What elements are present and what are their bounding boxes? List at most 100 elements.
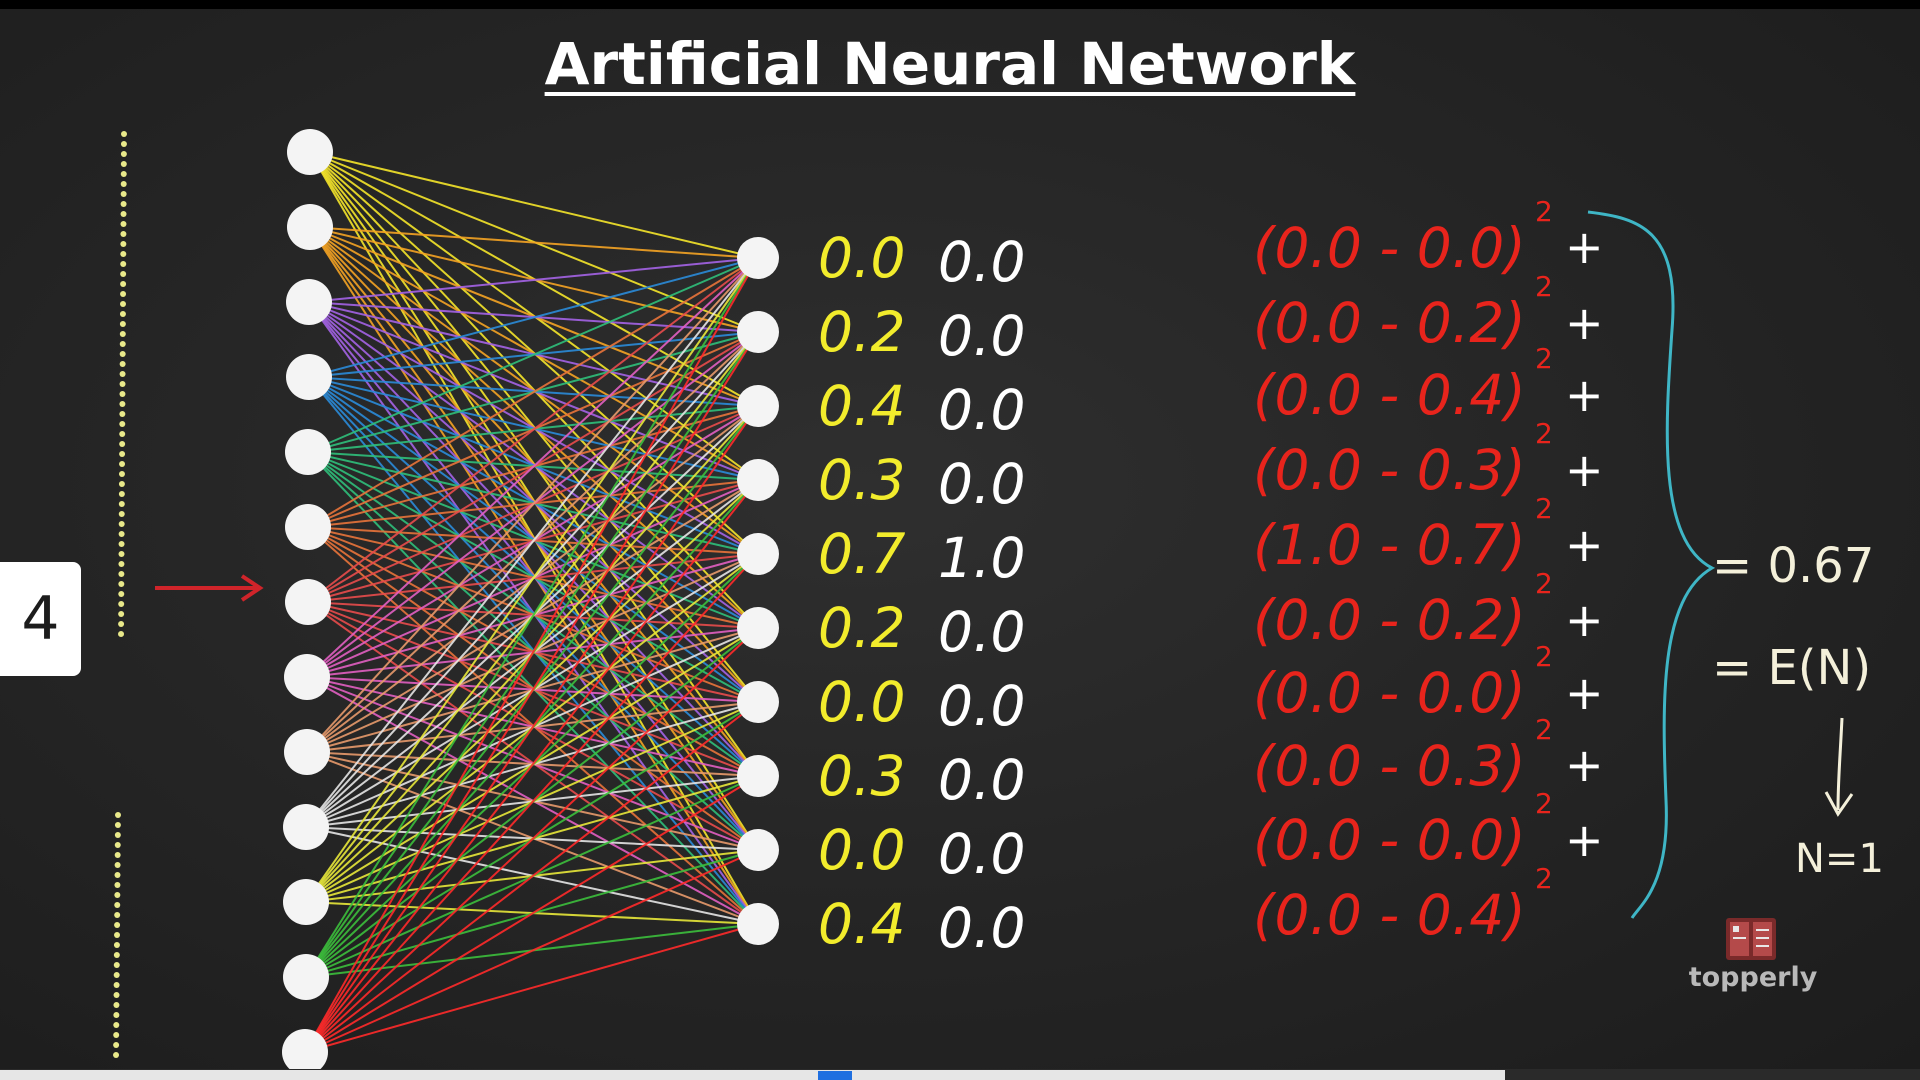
indicator-dot: [119, 461, 126, 467]
indicator-dot: [120, 171, 127, 177]
indicator-dot: [119, 381, 126, 387]
target-value: 1.0: [938, 526, 1026, 590]
target-value: 0.0: [938, 674, 1026, 738]
connection-line: [305, 257, 759, 978]
output-node: [737, 681, 779, 723]
indicator-dot: [119, 401, 126, 407]
indicator-dot: [120, 161, 127, 167]
dotted-indicator-column: [113, 131, 127, 1058]
output-node: [737, 829, 779, 871]
predicted-value: 0.0: [818, 670, 906, 734]
connection-line: [304, 775, 759, 1053]
indicator-dot: [114, 912, 121, 918]
connection-line: [307, 257, 759, 453]
indicator-dot: [119, 411, 126, 417]
predicted-value: 0.4: [818, 374, 906, 438]
indicator-dot: [118, 481, 125, 487]
indicator-dot: [114, 922, 121, 928]
indicator-dot: [120, 181, 127, 187]
exponent: 2: [1535, 270, 1553, 303]
output-node: [737, 237, 779, 279]
sample-index-badge: 4: [0, 562, 81, 676]
input-node: [283, 954, 329, 1000]
output-node: [737, 459, 779, 501]
indicator-dot: [113, 1032, 120, 1038]
connection-line: [304, 923, 759, 1053]
exponent: 2: [1535, 713, 1553, 746]
connection-line: [307, 257, 759, 528]
indicator-dot: [113, 992, 120, 998]
plus-sign: +: [1565, 738, 1604, 792]
indicator-dot: [119, 341, 126, 347]
indicator-dot: [118, 491, 125, 497]
plus-sign: +: [1565, 368, 1604, 422]
connection-line: [307, 257, 759, 603]
indicator-dot: [113, 942, 120, 948]
plus-sign: +: [1565, 593, 1604, 647]
input-node: [283, 804, 329, 850]
indicator-dot: [119, 451, 126, 457]
indicator-dot: [113, 952, 120, 958]
input-node: [287, 129, 333, 175]
indicator-dot: [119, 441, 126, 447]
connection-line: [304, 405, 759, 1053]
timeline-playhead[interactable]: [818, 1071, 852, 1080]
indicator-dot: [119, 351, 126, 357]
indicator-dot: [120, 241, 127, 247]
connection-line: [309, 151, 759, 259]
indicator-dot: [118, 531, 125, 537]
indicator-dot: [120, 141, 127, 147]
predicted-value: 0.4: [818, 892, 906, 956]
indicator-dot: [119, 421, 126, 427]
indicator-dot: [120, 251, 127, 257]
output-node: [737, 607, 779, 649]
predicted-value: 0.0: [818, 226, 906, 290]
indicator-dot: [119, 391, 126, 397]
indicator-dot: [118, 561, 125, 567]
input-node: [286, 279, 332, 325]
timeline-track[interactable]: [0, 1070, 1505, 1080]
exponent: 2: [1535, 342, 1553, 375]
exponent: 2: [1535, 417, 1553, 450]
output-layer: [737, 237, 779, 945]
indicator-dot: [118, 471, 125, 477]
connection-line: [308, 257, 759, 303]
predicted-value: 0.2: [818, 596, 906, 660]
squared-error-term: (1.0 - 0.7): [1253, 513, 1526, 577]
input-node: [285, 429, 331, 475]
connection-line: [305, 257, 759, 828]
connection-line: [308, 257, 759, 378]
predicted-value: 0.0: [818, 818, 906, 882]
squared-error-term: (0.0 - 0.0): [1253, 661, 1526, 725]
input-node: [285, 579, 331, 625]
top-bar: [0, 0, 1920, 9]
indicator-dot: [119, 371, 126, 377]
indicator-dot: [114, 852, 121, 858]
input-node: [284, 729, 330, 775]
indicator-dot: [113, 1052, 120, 1058]
target-value: 0.0: [938, 378, 1026, 442]
squared-error-term: (0.0 - 0.2): [1253, 291, 1526, 355]
squared-error-term: (0.0 - 0.0): [1253, 216, 1526, 280]
plus-sign: +: [1565, 813, 1604, 867]
input-node: [286, 354, 332, 400]
output-node: [737, 755, 779, 797]
topperly-logo-icon: [1726, 918, 1776, 960]
down-arrow-icon: [1824, 717, 1854, 817]
predicted-value: 0.3: [818, 448, 906, 512]
indicator-dot: [118, 601, 125, 607]
indicator-dot: [119, 331, 126, 337]
indicator-dot: [113, 972, 120, 978]
plus-sign: +: [1565, 220, 1604, 274]
target-value: 0.0: [938, 452, 1026, 516]
indicator-dot: [118, 511, 125, 517]
indicator-dot: [114, 832, 121, 838]
indicator-dot: [119, 301, 126, 307]
target-value: 0.0: [938, 822, 1026, 886]
indicator-dot: [119, 311, 126, 317]
connection-line: [309, 226, 759, 259]
connection-line: [304, 553, 759, 1053]
target-value: 0.0: [938, 896, 1026, 960]
indicator-dot: [114, 862, 121, 868]
